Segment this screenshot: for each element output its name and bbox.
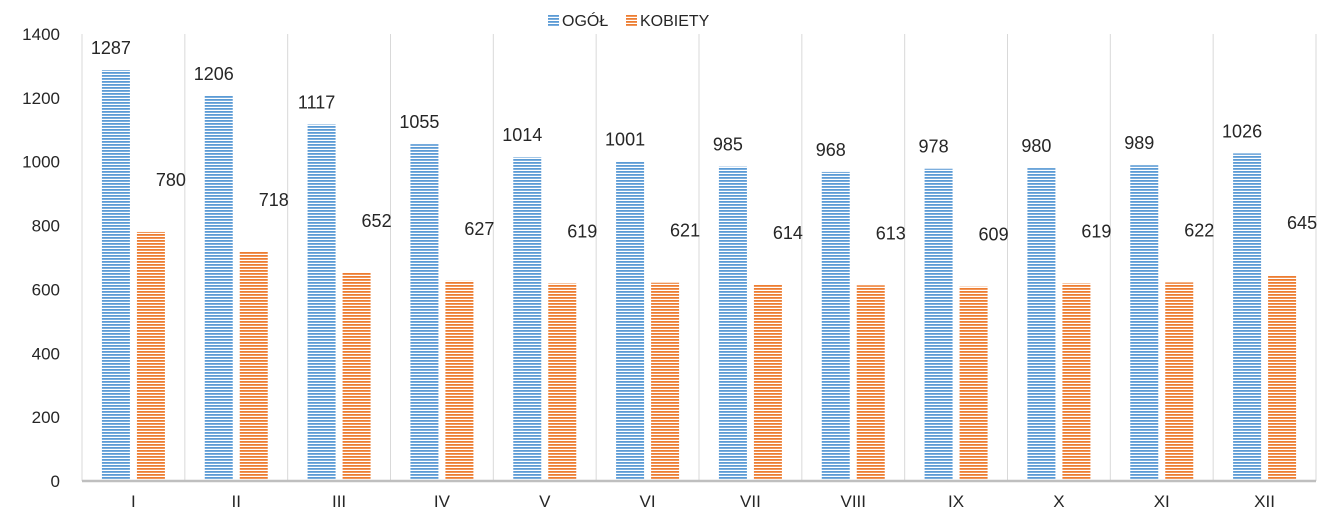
x-tick-label: XI [1154,492,1170,511]
bar-ogol [307,124,336,482]
x-tick-label: II [232,492,241,511]
data-label: 1001 [605,129,645,149]
x-tick-label: VII [740,492,761,511]
bar-kobiety [1062,283,1091,481]
legend-label: KOBIETY [640,13,710,30]
data-label: 619 [1081,221,1111,241]
bars [101,70,1297,482]
bar-kobiety [548,283,577,481]
bar-ogol [1130,165,1159,481]
data-label: 621 [670,221,700,241]
data-label: 718 [259,190,289,210]
data-label: 1055 [399,112,439,132]
bar-ogol [1027,168,1056,481]
data-label: 619 [567,221,597,241]
x-tick-label: XII [1254,492,1275,511]
legend-swatch [626,15,637,26]
data-label: 978 [919,137,949,157]
bar-kobiety [959,286,988,481]
data-label: 1206 [194,64,234,84]
bar-kobiety [342,272,371,481]
data-label: 1287 [91,38,131,58]
grid [81,34,1317,481]
bar-ogol [1233,153,1262,482]
legend-swatch [548,15,559,26]
bar-ogol [718,166,747,481]
data-label: 613 [876,223,906,243]
x-tick-label: IV [434,492,451,511]
bar-ogol [924,168,953,481]
bar-ogol [101,70,130,481]
y-tick-label: 1000 [22,153,60,172]
bar-ogol [821,171,850,481]
y-tick-label: 1200 [22,89,60,108]
bar-kobiety [1165,282,1194,481]
data-label: 652 [362,211,392,231]
data-label: 989 [1124,133,1154,153]
x-tick-label: V [539,492,551,511]
bar-kobiety [753,284,782,481]
bar-ogol [616,161,645,481]
x-tick-label: VIII [840,492,866,511]
x-tick-label: X [1053,492,1064,511]
bar-ogol [204,95,233,481]
data-label: 1117 [298,92,335,112]
data-label: 622 [1184,220,1214,240]
legend-label: OGÓŁ [562,11,608,30]
y-tick-label: 200 [32,408,60,427]
data-label: 614 [773,223,803,243]
bar-kobiety [136,231,165,481]
data-label: 980 [1021,136,1051,156]
data-label: 780 [156,170,186,190]
x-tick-label: III [332,492,346,511]
y-tick-label: 0 [51,472,60,491]
bar-kobiety [1268,275,1297,481]
data-label: 645 [1287,213,1317,233]
data-label: 968 [816,140,846,160]
x-tick-label: I [131,492,136,511]
y-tick-label: 800 [32,217,60,236]
data-labels: 1287 1206 1117 1055 1014 1001 985 968 978 980 989 1… [91,38,1317,244]
bar-ogol [513,157,542,481]
data-label: 1014 [502,125,542,145]
y-tick-label: 600 [32,280,60,299]
bar-kobiety [239,251,268,481]
data-label: 627 [464,219,494,239]
bar-ogol [410,144,439,481]
bar-kobiety [651,282,680,481]
data-label: 1026 [1222,121,1262,141]
x-tick-label: IX [948,492,964,511]
bar-kobiety [856,285,885,481]
x-tick-label: VI [640,492,656,511]
data-label: 609 [979,225,1009,245]
y-tick-label: 400 [32,344,60,363]
y-tick-label: 1400 [22,25,60,44]
data-label: 985 [713,135,743,155]
bar-kobiety [445,280,474,481]
legend: OGÓŁ KOBIETY [548,11,710,30]
